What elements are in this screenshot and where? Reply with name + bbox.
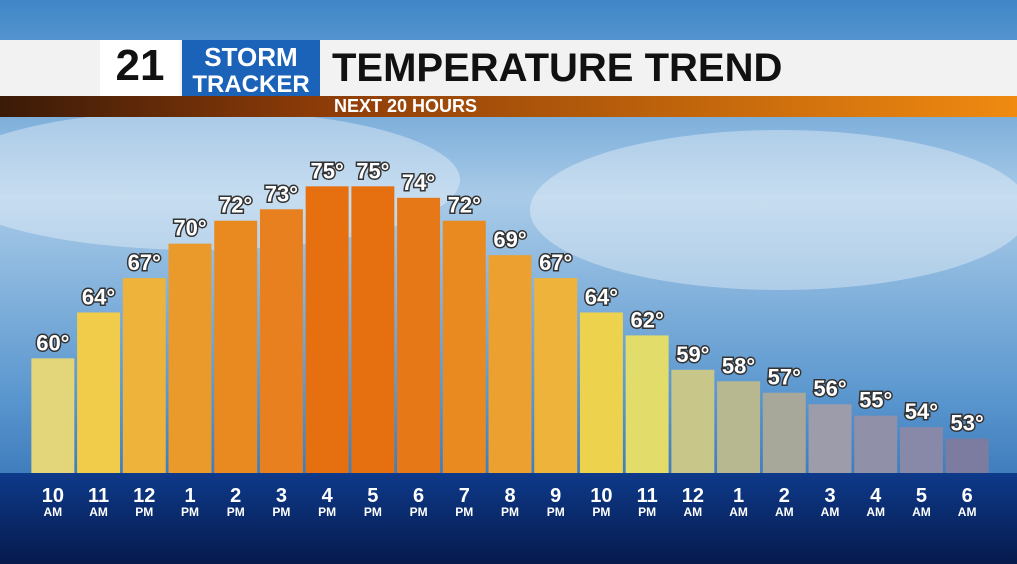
bar [77, 312, 121, 473]
bar [31, 358, 75, 473]
x-tick-period: AM [89, 505, 108, 519]
bar [305, 186, 349, 474]
x-tick-label: 8 [504, 485, 515, 507]
x-tick-label: 1 [184, 485, 195, 507]
value-label: 64° [82, 284, 115, 309]
value-label: 54° [905, 399, 938, 424]
value-label: 64° [585, 284, 618, 309]
bar [579, 312, 623, 473]
logo-bottom: TRACKER [192, 71, 309, 98]
value-label: 75° [356, 158, 389, 183]
value-label: 73° [265, 181, 298, 206]
x-tick-period: PM [410, 505, 428, 519]
label-band [0, 473, 1017, 564]
x-tick-label: 2 [230, 485, 241, 507]
x-tick-label: 5 [916, 485, 927, 507]
bar [717, 381, 761, 473]
x-tick-period: PM [272, 505, 290, 519]
x-tick-label: 10 [42, 485, 64, 507]
x-tick-period: AM [821, 505, 840, 519]
value-label: 74° [402, 170, 435, 195]
value-label: 67° [128, 250, 161, 275]
x-tick-period: PM [181, 505, 199, 519]
x-tick-label: 4 [870, 485, 882, 507]
x-tick-period: PM [455, 505, 473, 519]
logo-panel [182, 40, 320, 96]
bar [397, 197, 441, 474]
chart-title: TEMPERATURE TREND [332, 46, 782, 90]
x-tick-label: 11 [637, 485, 658, 507]
bar [259, 209, 303, 473]
chart-subtitle: NEXT 20 HOURS [334, 96, 477, 116]
bar [534, 278, 578, 473]
x-tick-period: AM [866, 505, 885, 519]
x-tick-period: PM [638, 505, 656, 519]
x-tick-label: 7 [459, 485, 470, 507]
bar [351, 186, 395, 474]
logo-top: STORM [204, 42, 297, 72]
subtitle-bar [0, 96, 1017, 117]
x-tick-label: 11 [88, 485, 109, 507]
x-tick-period: AM [912, 505, 931, 519]
value-label: 60° [36, 330, 69, 355]
x-tick-label: 1 [733, 485, 744, 507]
x-tick-label: 6 [413, 485, 424, 507]
x-tick-label: 12 [682, 485, 704, 507]
value-label: 58° [722, 353, 755, 378]
bar [945, 438, 989, 473]
value-label: 69° [493, 227, 526, 252]
x-tick-period: AM [44, 505, 63, 519]
bar [214, 220, 258, 473]
x-tick-label: 5 [367, 485, 378, 507]
x-tick-label: 3 [276, 485, 287, 507]
bar [808, 404, 852, 473]
value-label: 72° [448, 193, 481, 218]
bar [899, 427, 943, 473]
bar [488, 255, 532, 473]
value-label: 75° [311, 158, 344, 183]
x-tick-label: 2 [779, 485, 790, 507]
value-label: 56° [813, 376, 846, 401]
logo-number: 21 [116, 41, 165, 90]
value-label: 57° [768, 365, 801, 390]
x-tick-period: PM [227, 505, 245, 519]
x-tick-period: PM [501, 505, 519, 519]
bar [762, 392, 806, 473]
x-tick-label: 4 [322, 485, 334, 507]
value-label: 59° [676, 342, 709, 367]
bar [625, 335, 669, 473]
x-tick-period: AM [958, 505, 977, 519]
bar [442, 220, 486, 473]
x-tick-period: PM [592, 505, 610, 519]
value-label: 53° [951, 411, 984, 436]
bar [168, 243, 212, 473]
x-tick-period: PM [318, 505, 336, 519]
bar [854, 415, 898, 473]
x-tick-period: AM [775, 505, 794, 519]
x-tick-label: 9 [550, 485, 561, 507]
x-tick-label: 10 [590, 485, 612, 507]
value-label: 67° [539, 250, 572, 275]
x-tick-label: 12 [133, 485, 155, 507]
x-tick-label: 6 [962, 485, 973, 507]
x-tick-period: PM [547, 505, 565, 519]
x-tick-period: PM [135, 505, 153, 519]
value-label: 70° [173, 216, 206, 241]
logo-box [100, 40, 180, 96]
bar [671, 369, 715, 473]
value-label: 55° [859, 388, 892, 413]
value-label: 62° [631, 307, 664, 332]
value-label: 72° [219, 193, 252, 218]
x-tick-period: AM [729, 505, 748, 519]
cloud [530, 130, 1017, 290]
x-tick-label: 3 [824, 485, 835, 507]
x-tick-period: AM [684, 505, 703, 519]
x-tick-period: PM [364, 505, 382, 519]
bar [122, 278, 166, 473]
